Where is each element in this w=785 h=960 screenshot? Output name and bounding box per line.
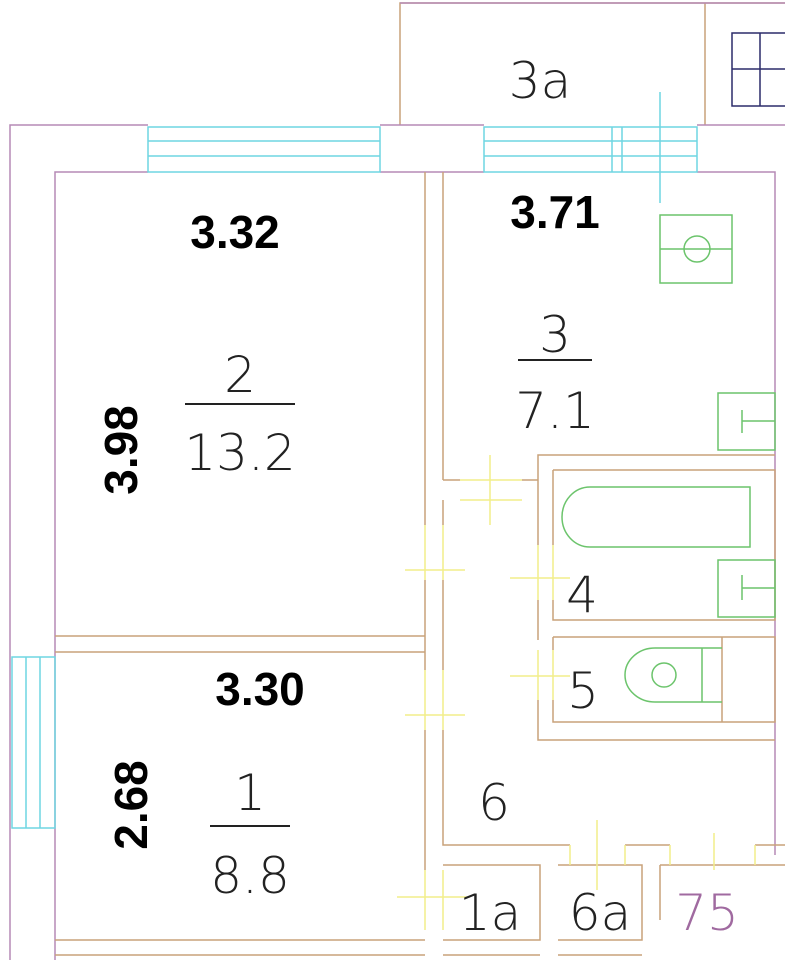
- bathtub-icon: [561, 486, 751, 548]
- window-grid-icon: [731, 32, 785, 107]
- room-4-number: 4: [566, 566, 598, 624]
- room-2-area: 13.2: [184, 424, 295, 482]
- fixtures: [561, 214, 776, 703]
- room-1-width: 3.30: [215, 663, 305, 715]
- room-3-area: 7.1: [515, 382, 595, 440]
- room-2-number: 2: [224, 346, 256, 404]
- room-1-area: 8.8: [210, 847, 290, 905]
- room-5-number: 5: [567, 662, 599, 720]
- room-2-length: 3.98: [95, 405, 147, 495]
- room-1-number: 1: [234, 764, 266, 822]
- neighbor-apartment-label: 75: [675, 884, 739, 942]
- stove-icon: [659, 214, 733, 284]
- doors: [397, 455, 756, 930]
- bath-sink-icon: [717, 559, 776, 618]
- room-1a-label: 1a: [459, 884, 521, 942]
- room-3-width: 3.71: [510, 186, 600, 238]
- balcony-3a: [399, 2, 785, 125]
- sink-icon: [717, 392, 776, 451]
- room-3a-label: 3a: [509, 52, 571, 110]
- toilet-icon: [624, 647, 722, 703]
- room-2-width: 3.32: [190, 206, 280, 258]
- room-6a-label: 6a: [569, 884, 631, 942]
- room-3-number: 3: [539, 306, 571, 364]
- room-1-length: 2.68: [105, 760, 157, 850]
- room-labels: 3a 3.32 3.98 2 13.2 3.71 3 7.1 4 5 6 3.3…: [95, 52, 739, 942]
- windows: [11, 92, 698, 829]
- room-6-number: 6: [478, 774, 510, 832]
- inner-walls: [55, 172, 785, 956]
